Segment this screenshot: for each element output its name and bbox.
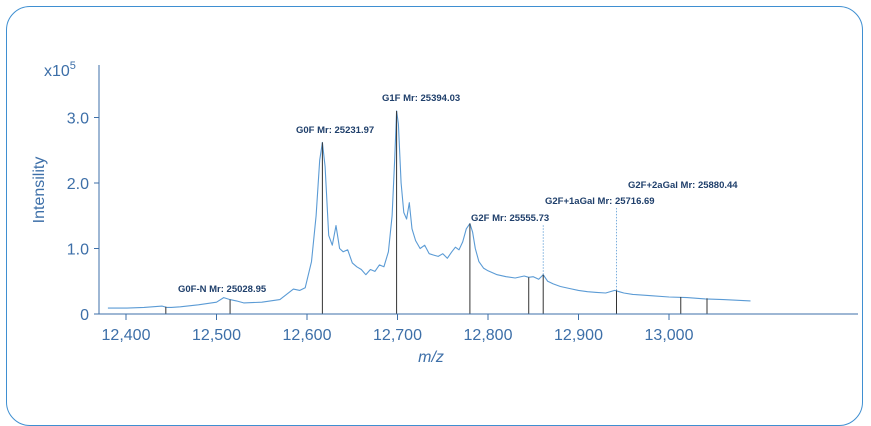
- x-tick-label: 12,400: [102, 327, 151, 344]
- chart-marks: [107, 110, 751, 314]
- spectrum-line: [107, 110, 751, 309]
- peak-label: G2F+2aGal Mr: 25880.44: [628, 180, 738, 191]
- spectrum-chart: G0F-N Mr: 25028.95 G0F Mr: 25231.97 G1F Mr…: [31, 60, 858, 366]
- peak-label: G2F Mr: 25555.73: [471, 213, 549, 224]
- y-axis-label: Intensility: [31, 157, 48, 224]
- y-tick-label: 1.0: [67, 242, 89, 259]
- chart-labels: G0F-N Mr: 25028.95 G0F Mr: 25231.97 G1F Mr…: [178, 93, 738, 295]
- x-tick-label: 12,600: [283, 327, 332, 344]
- x-tick-label: 12,900: [554, 327, 603, 344]
- y-tick-label: 2.0: [67, 176, 89, 193]
- x-tick-label: 13,000: [645, 327, 694, 344]
- y-multiplier: x105: [44, 60, 76, 80]
- peak-label: G0F-N Mr: 25028.95: [178, 284, 267, 295]
- x-tick-label: 12,800: [464, 327, 513, 344]
- x-tick-label: 12,500: [192, 327, 241, 344]
- y-multiplier-exponent: 5: [70, 60, 76, 72]
- y-multiplier-base: x10: [44, 63, 70, 80]
- axes: [98, 65, 858, 315]
- x-tick-label: 12,700: [373, 327, 422, 344]
- peak-label: G0F Mr: 25231.97: [296, 125, 374, 136]
- y-axis-ticks: 0 1.0 2.0 3.0: [67, 111, 99, 324]
- y-tick-label: 3.0: [67, 111, 89, 128]
- peak-label: G2F+1aGal Mr: 25716.69: [545, 196, 655, 207]
- x-axis-label: m/z: [418, 349, 444, 366]
- x-axis-ticks: 12,400 12,500 12,600 12,700 12,800 12,900 13,0…: [102, 314, 694, 344]
- peak-label: G1F Mr: 25394.03: [382, 93, 460, 104]
- y-tick-label: 0: [80, 307, 89, 324]
